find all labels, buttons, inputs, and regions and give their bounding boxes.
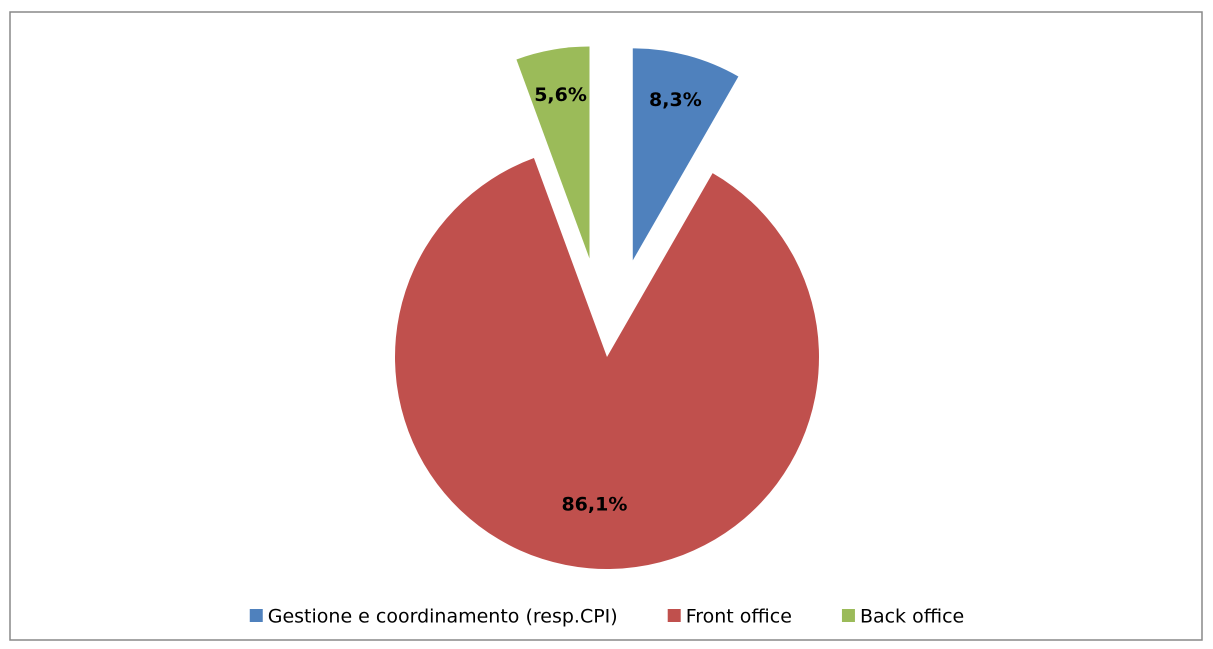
legend-label: Back office [860,606,964,628]
legend-swatch [841,609,855,622]
legend-label: Gestione e coordinamento (resp.CPI) [268,606,618,628]
pie-slice [516,46,590,259]
legend-label: Front office [686,606,792,628]
legend-swatch [667,609,681,622]
pie-slice [394,157,819,570]
data-label: 5,6% [534,84,587,106]
data-label: 8,3% [649,89,702,111]
legend-swatch [249,609,263,622]
data-label: 86,1% [561,493,627,515]
pie-slice [632,48,739,261]
